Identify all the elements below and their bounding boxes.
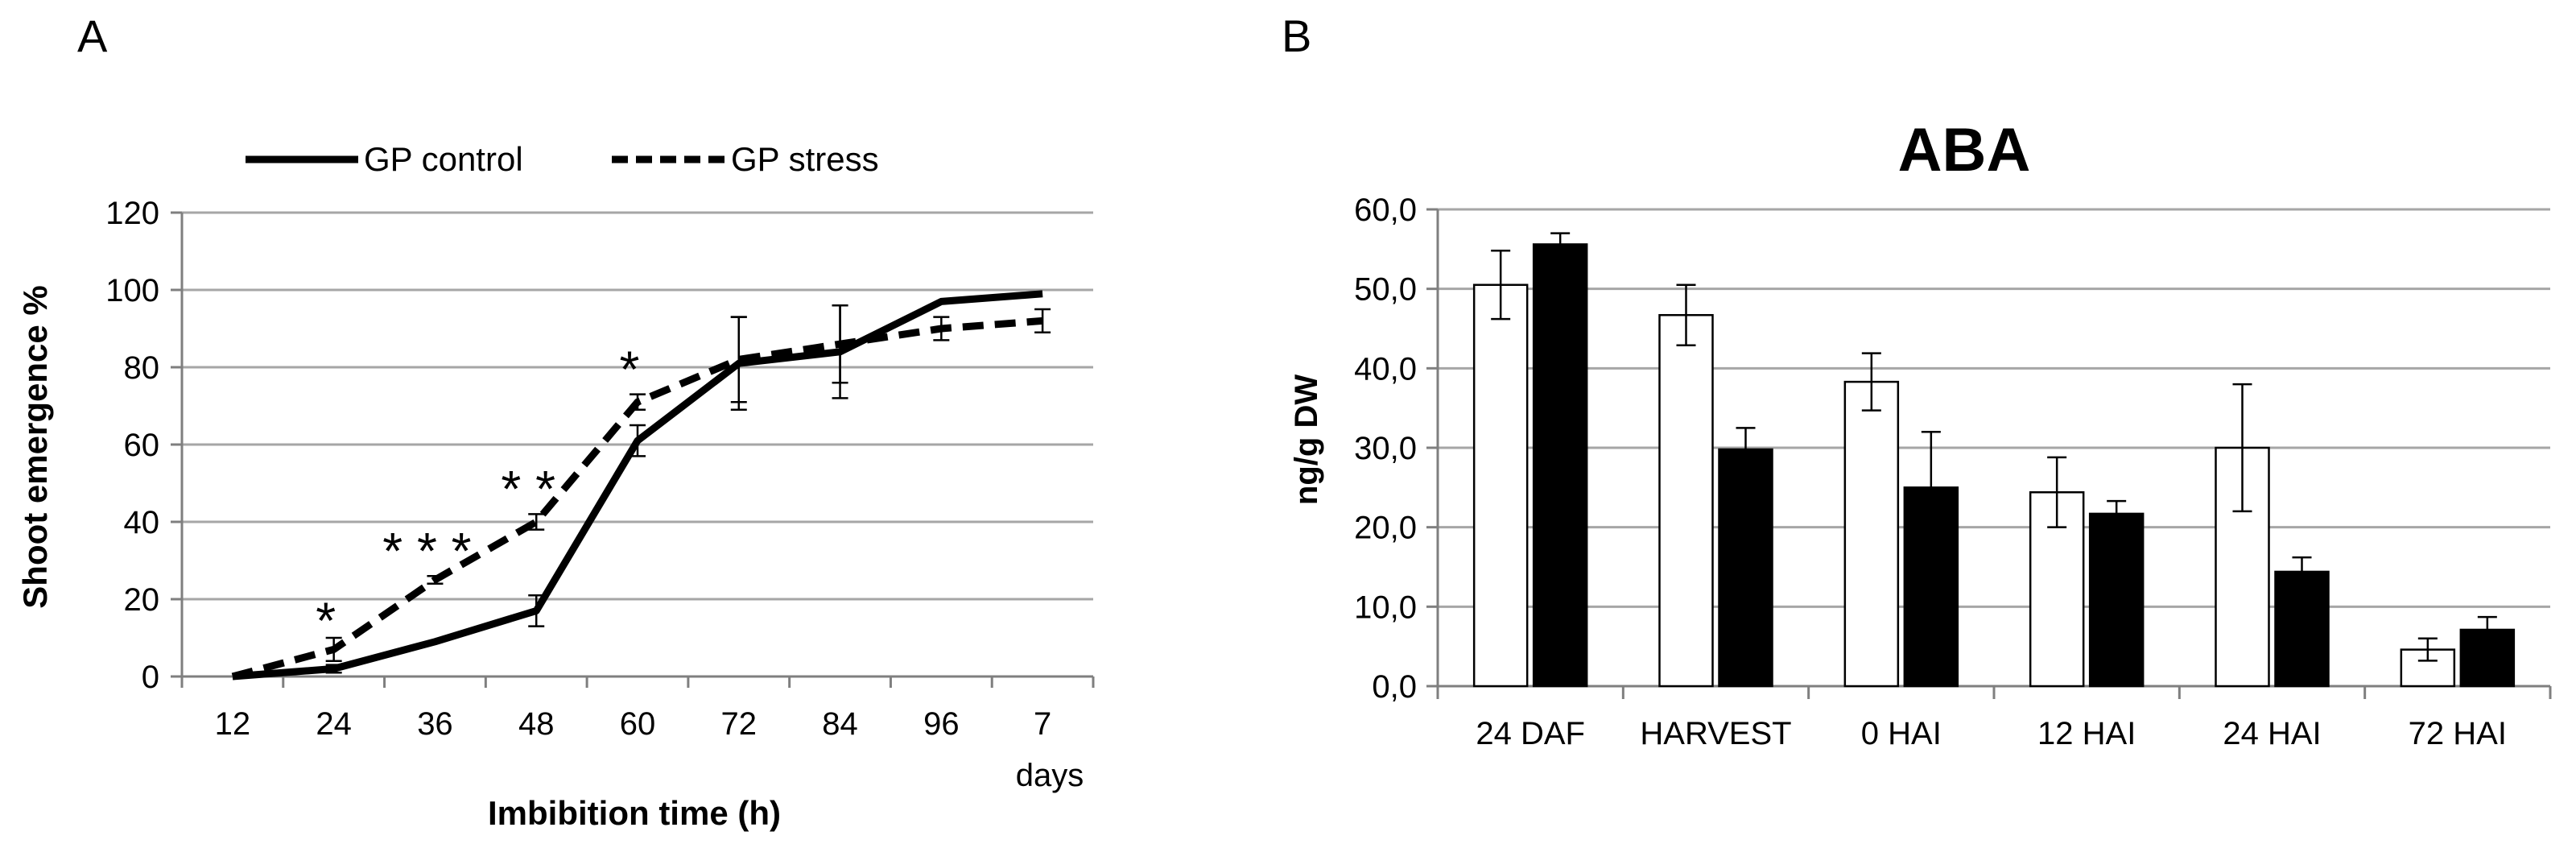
panel-b-label: B bbox=[1282, 10, 1311, 61]
x-tick-label: 36 bbox=[417, 706, 453, 742]
y-tick-label: 50,0 bbox=[1354, 272, 1417, 308]
chart-b: 0,0 10,0 20,0 30,0 40,0 50,0 60,0 24 DAF HARVEST… bbox=[1354, 192, 2552, 751]
significance-marker: * bbox=[620, 340, 640, 398]
chart-a-ylabel: Shoot emergence % bbox=[16, 285, 54, 608]
x-tick-label: 7 bbox=[1034, 706, 1051, 742]
significance-marker: * * * bbox=[382, 522, 471, 580]
bar-stress bbox=[1532, 243, 1588, 688]
x-tick-label: 12 bbox=[215, 706, 251, 742]
y-tick-label: 40 bbox=[124, 505, 160, 540]
bar-control bbox=[1843, 380, 1900, 688]
x-tick-label: 84 bbox=[822, 706, 858, 742]
bar-control bbox=[1658, 313, 1714, 688]
x-tick-label: 24 bbox=[316, 706, 352, 742]
x-tick-label: 48 bbox=[518, 706, 555, 742]
x-tick-label: 24 HAI bbox=[2223, 716, 2321, 751]
significance-marker: * bbox=[316, 591, 336, 649]
x-tick-label: 96 bbox=[923, 706, 960, 742]
significance-marker: * * bbox=[501, 460, 555, 518]
bar-stress bbox=[2088, 512, 2145, 688]
y-tick-label: 60,0 bbox=[1354, 192, 1417, 228]
legend-stress-label: GP stress bbox=[731, 140, 879, 178]
y-tick-label: 80 bbox=[124, 350, 160, 386]
y-tick-label: 10,0 bbox=[1354, 590, 1417, 625]
chart-b-ylabel: ng/g DW bbox=[1289, 374, 1324, 505]
y-tick-label: 20,0 bbox=[1354, 511, 1417, 546]
y-tick-label: 60 bbox=[124, 428, 160, 463]
chart-a: 0 20 40 60 80 100 120 12 24 36 48 60 72 84 96 7 * * * * * … bbox=[105, 196, 1095, 742]
y-tick-label: 120 bbox=[105, 196, 159, 231]
x-tick-label: 24 DAF bbox=[1476, 716, 1585, 751]
x-tick-label: 0 HAI bbox=[1861, 716, 1942, 751]
x-tick-label: 72 bbox=[721, 706, 758, 742]
x-tick-label: 72 HAI bbox=[2409, 716, 2507, 751]
chart-a-xlabel: Imbibition time (h) bbox=[488, 794, 781, 832]
bar-stress bbox=[2274, 570, 2330, 688]
y-tick-label: 0,0 bbox=[1372, 669, 1417, 705]
y-tick-label: 40,0 bbox=[1354, 351, 1417, 387]
legend-control-label: GP control bbox=[364, 140, 523, 178]
x-tick-label: HARVEST bbox=[1640, 716, 1791, 751]
bar-control bbox=[1472, 283, 1529, 688]
panel-a-label: A bbox=[77, 10, 108, 61]
chart-b-title: ABA bbox=[1898, 116, 2031, 184]
y-tick-label: 20 bbox=[124, 582, 160, 618]
y-tick-label: 100 bbox=[105, 273, 159, 308]
y-tick-label: 0 bbox=[142, 660, 159, 695]
x-tick-label: 60 bbox=[620, 706, 656, 742]
legend-a: GP control GP stress bbox=[246, 140, 879, 178]
bar-stress bbox=[1718, 448, 1773, 688]
y-tick-label: 30,0 bbox=[1354, 431, 1417, 466]
chart-a-x-sublabel: days bbox=[1016, 758, 1084, 793]
x-tick-label: 12 HAI bbox=[2037, 716, 2136, 751]
